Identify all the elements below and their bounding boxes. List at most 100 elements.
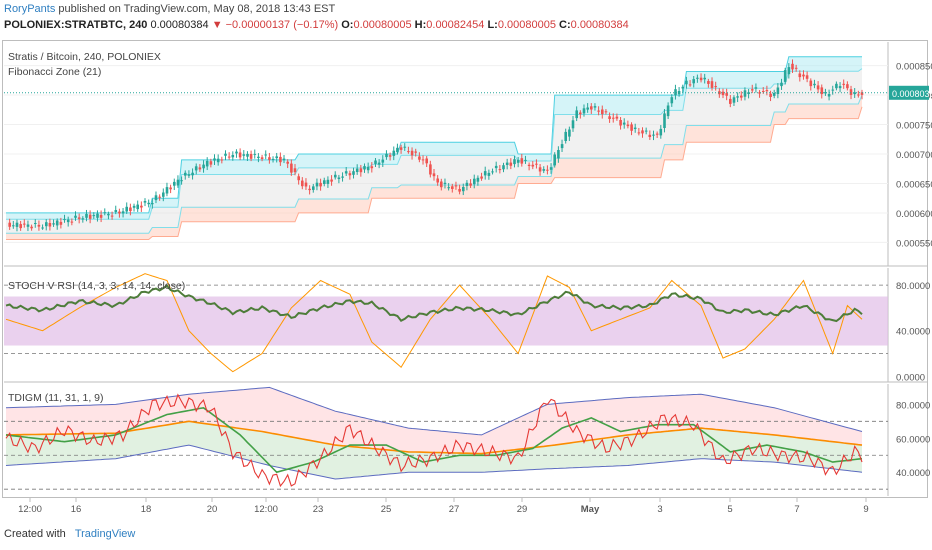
candle-body — [279, 156, 282, 163]
candle-body — [696, 77, 699, 79]
close-label: C: — [559, 19, 571, 31]
candle-body — [535, 163, 538, 165]
candle-body — [319, 182, 322, 187]
candle-body — [564, 131, 567, 141]
candle-body — [725, 93, 728, 96]
candle-body — [794, 67, 798, 69]
candle-body — [608, 116, 611, 119]
high-value: 0.00082454 — [426, 19, 485, 31]
fib-zone — [6, 56, 863, 240]
candle-body — [590, 106, 593, 110]
candle-body — [688, 84, 692, 86]
candle-body — [754, 87, 758, 89]
candle-body — [99, 214, 103, 218]
candle-body — [312, 186, 315, 190]
candle-body — [520, 158, 524, 164]
candle-body — [242, 154, 246, 156]
time-tick-label: 3 — [657, 504, 662, 515]
candle-body — [125, 206, 128, 212]
candle-body — [685, 80, 688, 85]
candle-body — [659, 128, 663, 136]
candle-body — [304, 182, 308, 187]
candle-body — [494, 165, 498, 169]
time-tick-label: 9 — [863, 504, 868, 515]
candle-body — [787, 67, 791, 75]
candle-body — [396, 147, 399, 153]
candle-body — [432, 173, 436, 177]
candle-body — [604, 111, 608, 113]
open-value: 0.00080005 — [353, 19, 412, 31]
candle-body — [729, 98, 732, 104]
candle-body — [363, 166, 366, 170]
candle-body — [579, 112, 582, 115]
candle-body — [26, 224, 30, 227]
candle-body — [403, 146, 407, 148]
chart-frame — [2, 40, 928, 498]
candle-body — [205, 160, 209, 167]
candle-body — [271, 158, 275, 160]
candle-body — [96, 213, 99, 218]
candle-body — [392, 150, 396, 156]
candle-body — [41, 227, 44, 229]
candle-body — [191, 172, 194, 176]
candle-body — [502, 165, 505, 170]
candle-body — [81, 218, 85, 220]
candle-body — [23, 223, 26, 225]
candle-body — [853, 92, 856, 95]
candle-body — [447, 187, 450, 189]
candle-body — [15, 222, 19, 227]
candle-body — [341, 176, 344, 178]
candle-body — [765, 90, 769, 92]
candle-body — [736, 96, 739, 98]
tradingview-logo[interactable]: TradingView — [74, 528, 136, 540]
candle-body — [103, 212, 107, 214]
time-tick-label: 23 — [313, 504, 324, 515]
candle-body — [246, 153, 249, 157]
candle-body — [165, 187, 169, 194]
candle-body — [48, 223, 52, 227]
candle-body — [224, 153, 227, 156]
time-tick-label: 16 — [71, 504, 82, 515]
candle-body — [805, 75, 809, 79]
fib-zone-line — [6, 106, 863, 240]
candle-body — [846, 84, 849, 89]
candle-body — [451, 186, 454, 189]
candle-body — [714, 86, 717, 88]
candle-body — [498, 169, 502, 171]
candle-body — [66, 219, 70, 223]
tdi-lower-fill — [6, 421, 862, 479]
author-link[interactable]: RoryPants — [4, 3, 56, 15]
candle-body — [359, 168, 363, 173]
candle-body — [118, 211, 121, 214]
candle-body — [151, 203, 154, 205]
candle-body — [308, 188, 311, 191]
low-label: L: — [487, 19, 498, 31]
stoch-title: STOCH V RSI (14, 3, 3, 14, 14, close) — [8, 280, 185, 292]
candle-body — [480, 176, 483, 179]
footer: Created with TradingView — [4, 528, 135, 540]
candle-body — [509, 162, 513, 166]
candle-body — [831, 89, 835, 91]
candle-body — [857, 94, 860, 96]
candle-body — [710, 81, 714, 88]
candle-body — [440, 181, 443, 188]
candle-body — [692, 79, 695, 84]
osc-tick-label: 0.0000 — [896, 372, 925, 383]
candle-body — [842, 83, 845, 85]
candle-body — [176, 179, 180, 186]
tdi-title: TDIGM (11, 31, 1, 9) — [8, 392, 104, 404]
tdi-lower-band — [5, 444, 863, 480]
price-tick-label: 0.00055000 — [896, 238, 932, 249]
candle-body — [30, 226, 33, 229]
candle-body — [107, 213, 110, 216]
candle-body — [542, 169, 546, 171]
candle-body — [421, 159, 425, 161]
candle-body — [783, 70, 787, 82]
candle-body — [776, 87, 780, 94]
candle-body — [282, 158, 286, 161]
candle-body — [381, 159, 385, 163]
candle-body — [820, 87, 824, 95]
candle-body — [707, 81, 710, 84]
candle-body — [663, 113, 666, 128]
